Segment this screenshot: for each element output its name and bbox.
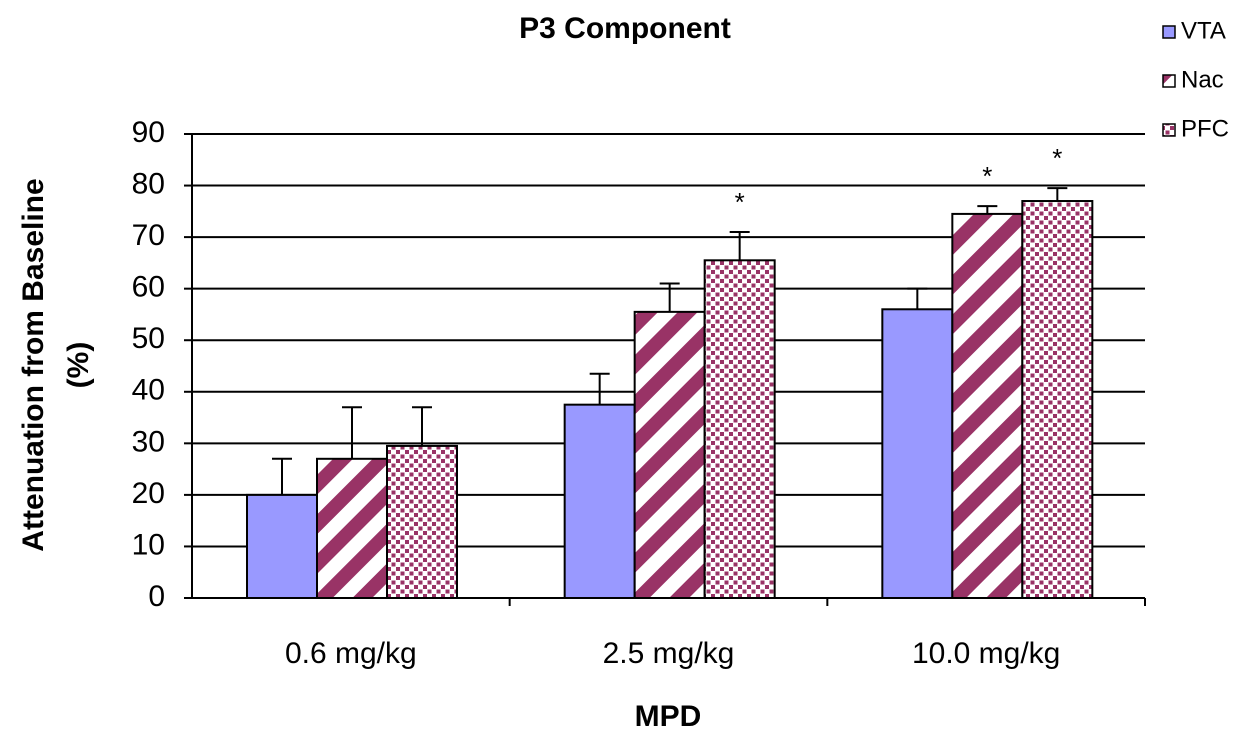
legend-label: Nac — [1181, 66, 1224, 93]
x-axis-label: MPD — [635, 700, 702, 730]
legend-swatch — [1162, 25, 1176, 39]
y-tick-label: 70 — [132, 219, 165, 252]
y-tick-label: 90 — [132, 116, 165, 149]
bar — [386, 444, 458, 599]
bar — [703, 259, 776, 599]
bar — [881, 308, 954, 599]
x-tick-label: 0.6 mg/kg — [285, 637, 417, 670]
x-tick-label: 10.0 mg/kg — [912, 637, 1060, 670]
bar — [1021, 200, 1094, 599]
y-tick-label: 30 — [132, 425, 165, 458]
x-tick-label: 2.5 mg/kg — [603, 637, 735, 670]
y-tick-label: 0 — [148, 580, 165, 613]
legend-label: VTA — [1181, 17, 1226, 44]
legend-swatch — [1162, 123, 1176, 137]
y-tick-label: 60 — [132, 271, 165, 304]
annotation: * — [735, 187, 745, 217]
y-tick-label: 40 — [132, 374, 165, 407]
annotation: * — [982, 161, 992, 191]
legend-label: PFC — [1181, 115, 1229, 142]
chart-title: P3 Component — [519, 12, 731, 45]
y-tick-label: 80 — [132, 167, 165, 200]
y-tick-label: 20 — [132, 477, 165, 510]
bar — [246, 493, 318, 599]
y-tick-label: 10 — [132, 528, 165, 561]
legend-swatch — [1162, 74, 1176, 88]
y-tick-label: 50 — [132, 322, 165, 355]
bar — [951, 212, 1024, 600]
bar — [316, 457, 388, 599]
bar — [633, 310, 706, 599]
y-axis-label: (%) — [62, 342, 95, 389]
annotation: * — [1052, 143, 1062, 173]
bar — [563, 403, 636, 599]
y-axis-label: Attenuation from Baseline — [17, 178, 50, 551]
